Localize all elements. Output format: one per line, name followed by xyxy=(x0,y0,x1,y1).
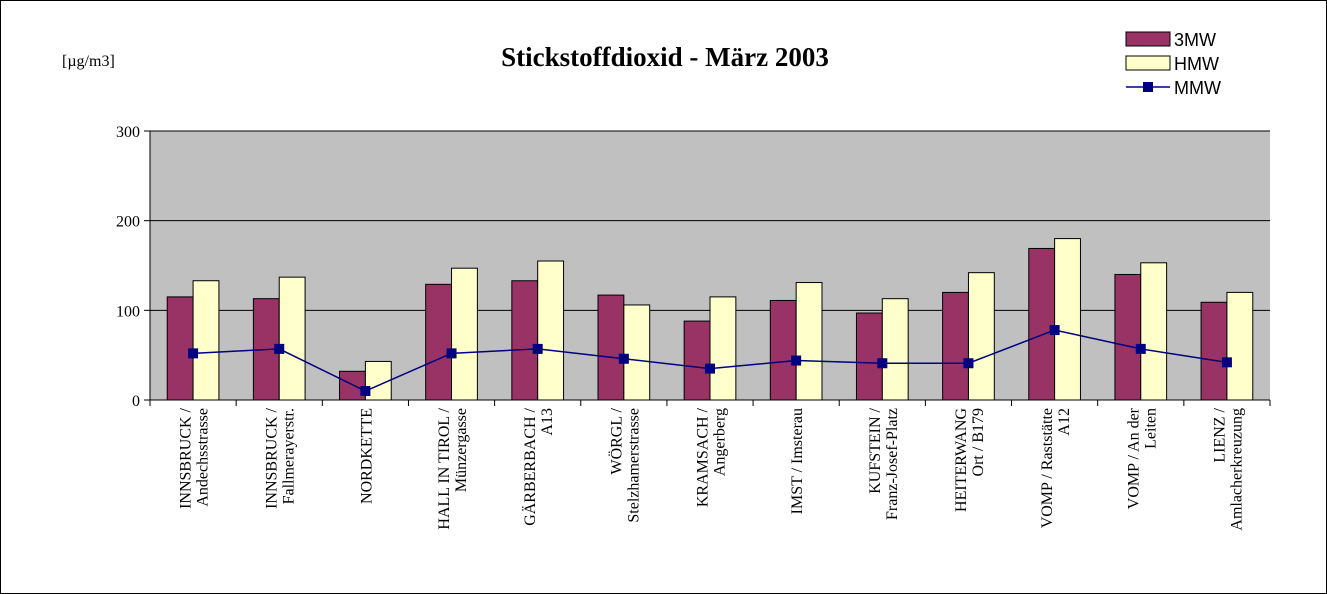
y-tick-label: 200 xyxy=(116,214,140,231)
x-tick-label: INNSBRUCK / xyxy=(264,407,281,508)
x-tick-label: KUFSTEIN / xyxy=(867,407,884,493)
legend-swatch xyxy=(1143,82,1153,92)
x-tick-label: Leiten xyxy=(1142,408,1159,449)
x-tick-label: Franz-Josef-Platz xyxy=(884,408,901,520)
marker xyxy=(1049,325,1060,336)
x-tick-label: VOMP / Raststätte xyxy=(1039,408,1056,528)
legend-label: HMW xyxy=(1174,54,1219,74)
bar xyxy=(425,283,453,401)
x-tick-label: INNSBRUCK / xyxy=(178,407,195,508)
marker xyxy=(360,386,371,397)
x-tick-label: A13 xyxy=(539,408,556,436)
bar xyxy=(1226,291,1254,401)
bar xyxy=(1054,238,1081,401)
x-tick-label: Amlacherkreuzung xyxy=(1228,408,1245,531)
marker xyxy=(274,343,285,354)
bar xyxy=(881,298,909,401)
x-tick-label: Angerberg xyxy=(712,408,729,476)
bar xyxy=(1140,262,1168,401)
legend-label: MMW xyxy=(1174,78,1221,98)
marker xyxy=(1221,357,1232,368)
x-tick-label: Fallmerayerstr. xyxy=(281,408,298,504)
bar xyxy=(623,304,651,401)
y-tick-label: 300 xyxy=(116,124,140,141)
bar xyxy=(278,276,306,401)
marker xyxy=(446,348,457,359)
x-tick-label: Ort / B179 xyxy=(970,408,987,476)
bar xyxy=(942,291,969,401)
marker xyxy=(791,355,802,366)
x-tick-label: IMST / Imsterau xyxy=(789,408,806,514)
bar xyxy=(1200,301,1228,401)
bar xyxy=(769,299,797,401)
bar xyxy=(683,320,711,401)
legend-swatch xyxy=(1125,55,1171,71)
x-tick-label: Münzergasse xyxy=(453,408,470,492)
x-tick-label: NORDKETTE xyxy=(358,408,375,504)
marker xyxy=(1135,343,1146,354)
x-tick-label: VOMP / An der xyxy=(1125,407,1142,509)
chart-title: Stickstoffdioxid - März 2003 xyxy=(501,42,829,72)
bar xyxy=(451,267,478,401)
y-tick-label: 100 xyxy=(116,303,140,320)
bar xyxy=(511,280,539,401)
bar xyxy=(795,282,823,401)
x-tick-label: Stelzhamerstrasse xyxy=(625,408,642,523)
bar xyxy=(855,312,883,401)
x-tick-label: LIENZ / xyxy=(1211,407,1228,462)
bar xyxy=(967,272,995,401)
x-tick-label: A12 xyxy=(1056,408,1073,436)
x-tick-label: WÖRGL / xyxy=(607,407,625,474)
bar xyxy=(192,280,220,401)
x-tick-label: Andechsstrasse xyxy=(195,408,212,507)
bar xyxy=(709,296,737,401)
legend-swatch xyxy=(1125,31,1171,47)
x-tick-label: KRAMSACH / xyxy=(695,407,712,507)
marker xyxy=(532,343,543,354)
x-tick-label: HALL IN TIROL / xyxy=(436,407,453,529)
x-tick-label: GÄRBERBACH / xyxy=(521,407,539,525)
legend-label: 3MW xyxy=(1174,30,1216,50)
unit-label: [µg/m3] xyxy=(62,53,115,70)
bar xyxy=(1114,273,1142,401)
marker xyxy=(618,353,629,364)
bar xyxy=(1028,247,1056,401)
x-tick-label: HEITERWANG xyxy=(953,408,970,512)
marker xyxy=(705,363,715,374)
bar xyxy=(597,294,625,401)
marker xyxy=(877,358,888,369)
marker xyxy=(963,358,974,369)
bar xyxy=(537,260,565,401)
y-tick-label: 0 xyxy=(132,393,140,410)
marker xyxy=(188,348,199,359)
